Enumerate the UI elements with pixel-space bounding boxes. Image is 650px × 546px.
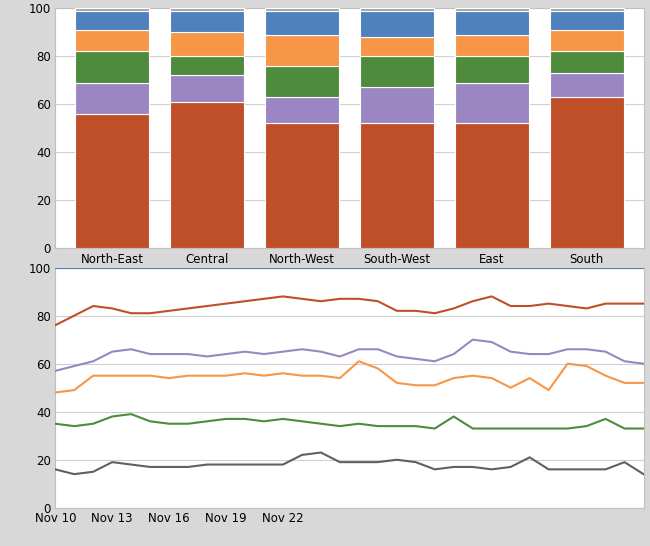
Bar [549,30,623,51]
Bar [75,51,150,82]
Bar [549,73,623,97]
Bar [360,10,434,37]
Bar [170,75,244,102]
Bar [455,56,528,82]
Bar [75,10,150,30]
Bar [455,10,528,34]
Bar [455,82,528,123]
Bar [265,10,339,34]
Bar [170,102,244,248]
Bar [170,56,244,75]
Bar [455,123,528,248]
Bar [170,8,244,10]
Bar [549,97,623,248]
Bar [265,97,339,123]
Bar [360,56,434,87]
Bar [265,123,339,248]
Bar [265,66,339,97]
Bar [549,10,623,30]
Bar [360,123,434,248]
Bar [265,8,339,10]
Bar [75,8,150,10]
Bar [170,10,244,32]
Bar [265,34,339,66]
Bar [75,82,150,114]
Bar [455,34,528,56]
Bar [549,8,623,10]
Bar [170,32,244,56]
Bar [549,51,623,73]
Bar [360,37,434,56]
Bar [455,8,528,10]
Bar [75,30,150,51]
Bar [360,8,434,10]
Bar [360,87,434,123]
Bar [75,114,150,248]
